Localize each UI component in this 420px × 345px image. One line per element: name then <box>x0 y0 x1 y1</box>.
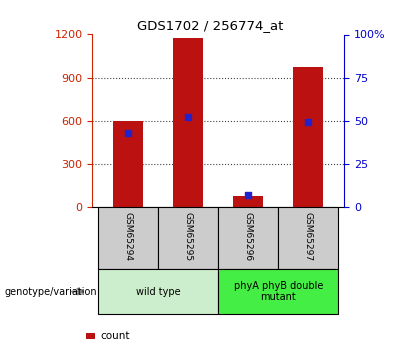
Text: count: count <box>100 332 129 341</box>
Bar <box>158 207 218 269</box>
Bar <box>173 38 203 207</box>
Text: GSM65296: GSM65296 <box>244 212 253 262</box>
Point <box>125 130 132 136</box>
Text: GDS1702 / 256774_at: GDS1702 / 256774_at <box>137 19 283 32</box>
Bar <box>113 121 143 207</box>
Text: phyA phyB double
mutant: phyA phyB double mutant <box>234 281 323 302</box>
Bar <box>234 196 263 207</box>
Text: GSM65295: GSM65295 <box>184 212 193 262</box>
Text: genotype/variation: genotype/variation <box>4 287 97 296</box>
Point <box>185 115 192 120</box>
Text: GSM65297: GSM65297 <box>304 212 313 262</box>
Bar <box>294 67 323 207</box>
Bar <box>218 269 339 314</box>
Bar <box>86 333 95 339</box>
Point <box>305 120 312 125</box>
Bar <box>278 207 339 269</box>
Point <box>245 192 252 198</box>
Bar <box>98 207 158 269</box>
Text: wild type: wild type <box>136 287 181 296</box>
Bar <box>218 207 278 269</box>
Bar <box>98 269 218 314</box>
Text: GSM65294: GSM65294 <box>124 212 133 261</box>
